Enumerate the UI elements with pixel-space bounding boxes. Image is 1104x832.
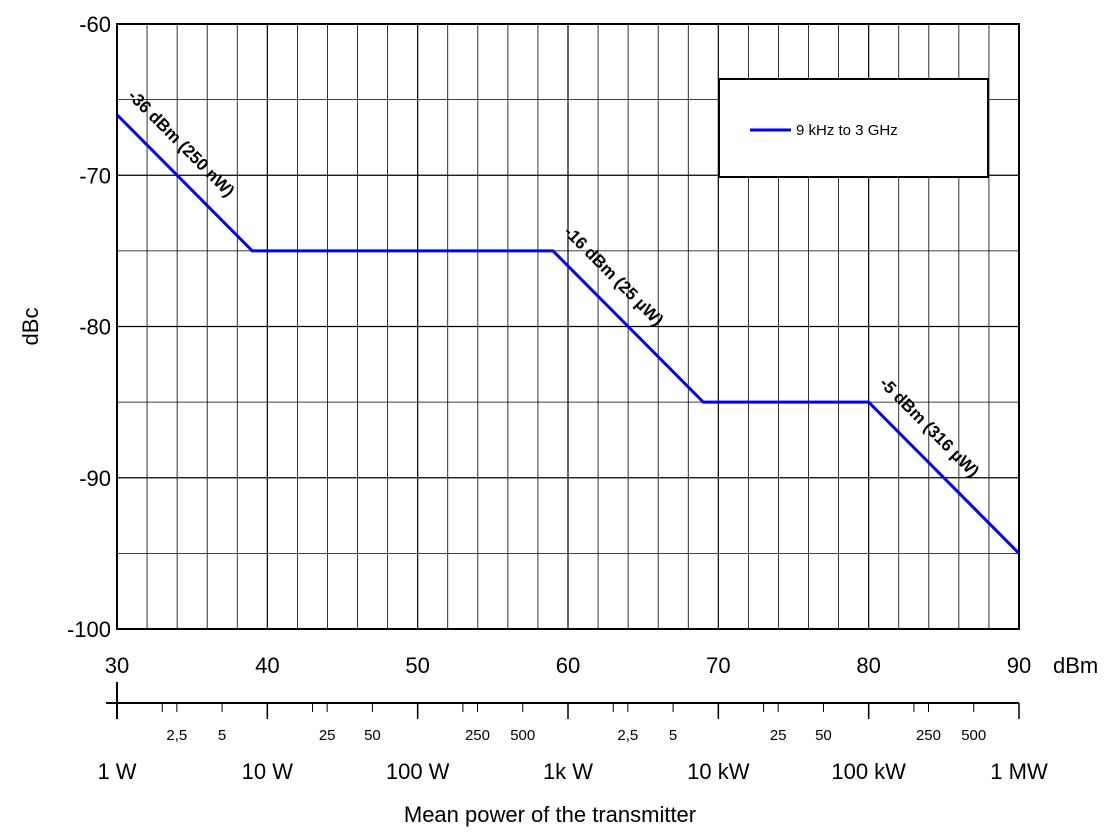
- power-major-label: 10 kW: [687, 759, 750, 784]
- power-minor-label: 500: [961, 727, 986, 744]
- y-tick-label: -80: [79, 315, 111, 340]
- power-scale: 1 W 10 W 100 W 1k W 10 kW 100 kW 1 MW 2,5 5 25 50 2…: [97, 682, 1048, 784]
- power-minor-label: 250: [916, 727, 941, 744]
- y-tick-label: -100: [67, 617, 111, 642]
- x-tick-label: 90: [1007, 653, 1031, 678]
- power-major-label: 1 W: [97, 759, 136, 784]
- power-minor-label: 25: [770, 727, 787, 744]
- power-minor-label: 50: [364, 727, 381, 744]
- x-tick-labels: 30 40 50 60 70 80 90: [105, 653, 1031, 678]
- x-tick-label: 70: [706, 653, 730, 678]
- power-minor-label: 25: [319, 727, 336, 744]
- power-major-label: 100 kW: [831, 759, 906, 784]
- x-tick-label: 80: [856, 653, 880, 678]
- power-minor-label: 5: [669, 727, 677, 744]
- power-minor-label: 2,5: [617, 727, 638, 744]
- legend: 9 kHz to 3 GHz: [718, 78, 989, 178]
- power-major-label: 10 W: [242, 759, 294, 784]
- y-tick-label: -60: [79, 12, 111, 37]
- power-minor-label: 50: [815, 727, 832, 744]
- x-tick-label: 50: [405, 653, 429, 678]
- power-major-label: 1k W: [543, 759, 593, 784]
- series-layer: [115, 113, 1021, 555]
- y-axis-title: dBc: [18, 308, 43, 346]
- power-minor-label: 5: [218, 727, 226, 744]
- power-major-label: 100 W: [386, 759, 450, 784]
- x-tick-label: 30: [105, 653, 129, 678]
- plot-frame: [116, 23, 1020, 630]
- x-tick-label: 60: [556, 653, 580, 678]
- y-tick-label: -90: [79, 466, 111, 491]
- power-minor-label: 2,5: [166, 727, 187, 744]
- power-minor-label: 250: [465, 727, 490, 744]
- series-line: [115, 113, 1021, 555]
- annotation-label: -36 dBm (250 nW): [124, 86, 238, 201]
- legend-label: 9 kHz to 3 GHz: [796, 122, 898, 139]
- power-minor-label: 500: [510, 727, 535, 744]
- x-unit-label: dBm: [1053, 653, 1098, 678]
- y-tick-labels: -60 -70 -80 -90 -100: [67, 12, 111, 642]
- legend-box: [718, 78, 989, 178]
- x-axis-title: Mean power of the transmitter: [404, 802, 696, 827]
- power-major-label: 1 MW: [990, 759, 1048, 784]
- y-tick-label: -70: [79, 163, 111, 188]
- x-tick-label: 40: [255, 653, 279, 678]
